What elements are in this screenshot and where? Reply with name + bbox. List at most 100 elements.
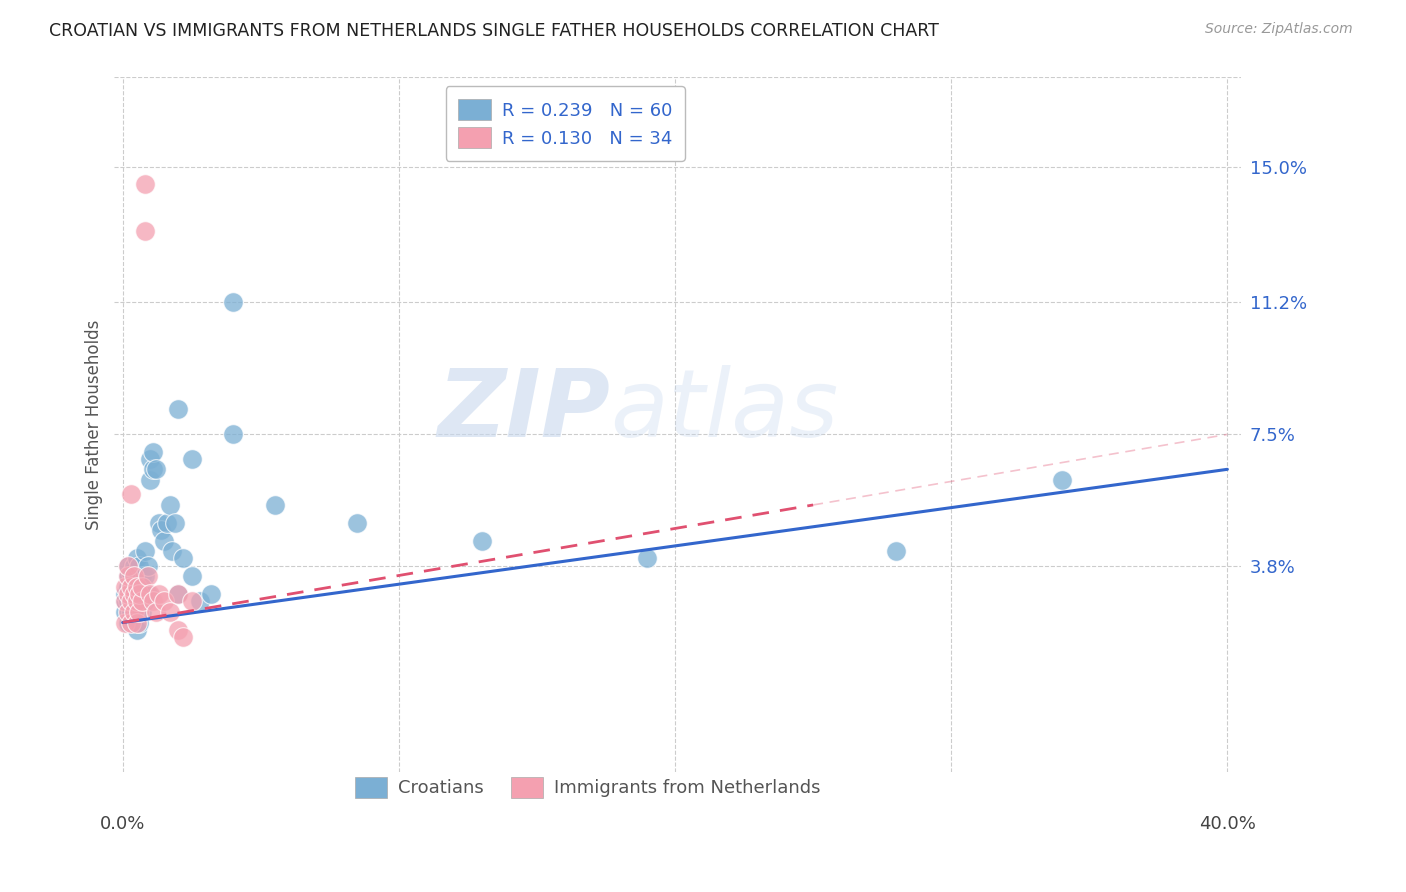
Point [120,594,142,608]
Point [167,587,190,601]
Text: atlas: atlas [610,366,838,457]
Point [153,533,176,548]
Point [125,605,148,619]
Point [117,605,139,619]
Point [172,551,194,566]
Point [117,615,139,630]
Point [117,569,139,583]
Point [167,587,190,601]
Point [142,462,165,476]
Point [142,444,165,458]
Point [114,615,136,630]
Point [120,615,142,630]
Point [148,516,170,530]
Point [136,569,159,583]
Point [136,587,159,601]
Point [120,576,142,591]
Point [128,615,150,630]
Y-axis label: Single Father Households: Single Father Households [86,319,103,530]
Point [222,294,245,309]
Point [471,533,494,548]
Point [131,569,153,583]
Point [134,594,156,608]
Point [128,558,150,573]
Point [156,516,179,530]
Point [125,623,148,637]
Point [125,594,148,608]
Point [159,498,181,512]
Text: ZIP: ZIP [437,365,610,457]
Point [114,587,136,601]
Point [117,558,139,573]
Point [122,569,145,583]
Point [180,594,202,608]
Point [162,544,184,558]
Point [114,605,136,619]
Point [148,587,170,601]
Point [180,451,202,466]
Point [139,451,162,466]
Point [139,473,162,487]
Point [117,580,139,594]
Point [120,487,142,501]
Point [122,558,145,573]
Point [120,587,142,601]
Point [180,569,202,583]
Point [128,594,150,608]
Point [165,516,187,530]
Point [122,615,145,630]
Point [222,426,245,441]
Point [167,401,190,416]
Point [142,594,165,608]
Point [145,462,167,476]
Point [150,523,173,537]
Point [122,587,145,601]
Point [200,587,222,601]
Point [125,569,148,583]
Point [128,576,150,591]
Point [153,594,176,608]
Point [122,580,145,594]
Point [122,605,145,619]
Point [125,551,148,566]
Point [136,558,159,573]
Text: CROATIAN VS IMMIGRANTS FROM NETHERLANDS SINGLE FATHER HOUSEHOLDS CORRELATION CHA: CROATIAN VS IMMIGRANTS FROM NETHERLANDS … [49,22,939,40]
Point [125,587,148,601]
Point [131,594,153,608]
Point [117,594,139,608]
Point [172,630,194,644]
Point [134,544,156,558]
Point [117,587,139,601]
Point [884,544,907,558]
Point [134,569,156,583]
Point [145,605,167,619]
Point [1050,473,1073,487]
Text: 40.0%: 40.0% [1199,815,1256,833]
Point [114,594,136,608]
Text: Source: ZipAtlas.com: Source: ZipAtlas.com [1205,22,1353,37]
Point [120,566,142,580]
Point [122,594,145,608]
Point [159,605,181,619]
Point [128,587,150,601]
Point [167,623,190,637]
Point [346,516,368,530]
Point [125,615,148,630]
Point [139,587,162,601]
Text: 0.0%: 0.0% [100,815,145,833]
Point [120,605,142,619]
Point [131,605,153,619]
Point [125,580,148,594]
Point [131,587,153,601]
Point [117,558,139,573]
Point [117,569,139,583]
Point [128,605,150,619]
Point [134,224,156,238]
Point [114,580,136,594]
Point [114,594,136,608]
Point [636,551,658,566]
Point [131,580,153,594]
Point [263,498,285,512]
Point [134,178,156,192]
Point [120,580,142,594]
